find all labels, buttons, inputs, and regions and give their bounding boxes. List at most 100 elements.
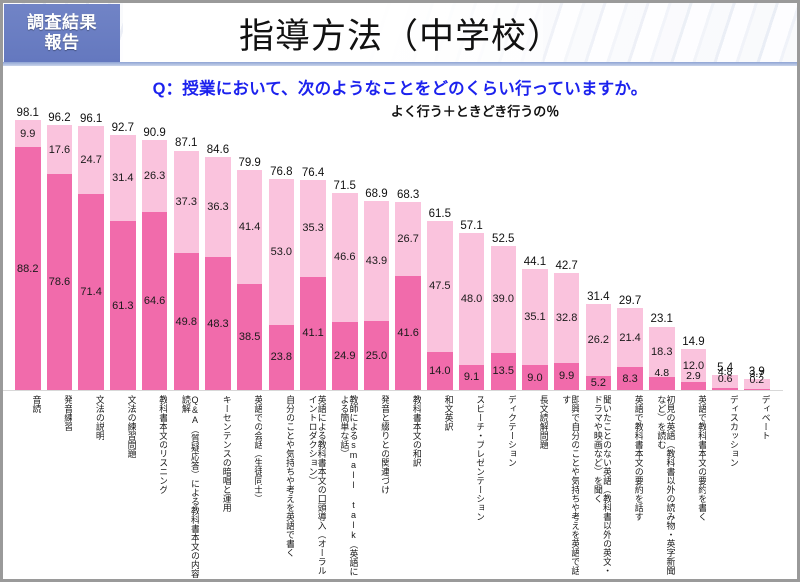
category-labels: 音読 発音練習 文法の説明 文法の練習問題 教科書本文のリスニング Q&A（質疑応答）によ… (11, 395, 791, 579)
bar-value-often: 41.6 (397, 326, 419, 339)
category-label: 自分のことや気持ちや考えを英語で書く (285, 395, 295, 557)
bar-column: 26.7 41.6 (395, 202, 421, 390)
bar-segment-sometimes: 18.3 (649, 326, 675, 377)
bar-column: 36.3 48.3 (205, 157, 231, 390)
bar-segment-sometimes: 32.8 (553, 272, 580, 363)
bar-value-sometimes: 31.4 (112, 172, 134, 185)
bar-segment-sometimes: 35.1 (522, 268, 548, 366)
bar-total-label: 68.3 (396, 189, 420, 202)
bar-segment-often: 4.8 (649, 367, 675, 390)
bar-value-often: 9.1 (463, 371, 480, 384)
category-label: 初見の英語（教科書以外の読み物・英字新聞など）を読む (656, 395, 675, 575)
bar-column: 41.4 38.5 (236, 170, 263, 390)
bar-value-often: 8.3 (622, 372, 638, 385)
bar-segment-sometimes: 53.0 (268, 178, 295, 325)
bar-value-sometimes: 46.6 (334, 251, 356, 264)
bar-value-sometimes: 32.8 (555, 311, 578, 324)
bar-column: 43.9 25.0 (363, 200, 390, 390)
bar-total-label: 31.4 (587, 290, 610, 303)
question-text: Q：授業において、次のようなことをどのくらい行っていますか。 (152, 80, 648, 98)
bar-column: 32.8 9.9 (553, 272, 580, 390)
bar-total-label: 23.1 (650, 313, 673, 326)
bar-segment-sometimes: 35.3 (300, 179, 326, 277)
bar-total-label: 87.1 (175, 137, 198, 150)
bar-value-often: 13.5 (492, 365, 514, 378)
bar-value-often: 64.6 (143, 295, 166, 308)
badge-line-1: 調査結果 (27, 12, 97, 32)
bar-total-label: 96.2 (48, 112, 71, 125)
bar-column: 9.9 88.2 (15, 120, 41, 390)
bar-total-label: 61.5 (428, 207, 452, 220)
bar-segment-sometimes: 31.4 (110, 135, 136, 222)
bar-segment-sometimes: 47.5 (427, 220, 453, 352)
bar-value-often: 0.6 (717, 373, 733, 386)
bar-segment-sometimes: 36.3 (205, 157, 231, 258)
bar-column: 26.3 64.6 (141, 140, 168, 390)
bar-total-label: 14.9 (682, 336, 705, 349)
category-label: Q&A（質疑応答）による教科書本文の内容読解 (180, 395, 199, 578)
bar-value-sometimes: 26.2 (587, 333, 610, 346)
category-label: キーセンテンスの暗唱と運用 (221, 395, 231, 512)
category-label: 文法の練習問題 (126, 395, 136, 458)
category-label: 教師によるsmall talk（英語による簡単な話） (339, 395, 358, 576)
bar-segment-often: 2.9 (680, 370, 707, 390)
category-label: 英語で教科書本文の要約を書く (697, 395, 707, 521)
bar-value-often: 71.4 (80, 285, 102, 298)
bar-column: 4.8 0.6 (712, 366, 738, 390)
bar-value-often: 9.0 (527, 371, 543, 384)
bar-value-sometimes: 4.8 (717, 365, 733, 378)
bar-total-label: 29.7 (618, 295, 642, 308)
bar-column: 37.3 49.8 (173, 150, 199, 390)
bar-segment-often: 24.9 (332, 321, 358, 390)
bar-value-often: 41.1 (302, 327, 324, 340)
bar-column: 53.0 23.8 (268, 178, 295, 390)
bar-column: 18.3 4.8 (649, 326, 675, 390)
category-label: 発音練習 (63, 395, 73, 431)
bar-column: 35.1 9.0 (522, 268, 548, 390)
bar-value-often: 25.0 (365, 349, 388, 362)
category-label: ディスカッション (728, 395, 738, 467)
bar-segment-often: 13.5 (490, 352, 516, 390)
category-label: 音読 (31, 395, 41, 413)
bar-total-label: 96.1 (79, 112, 103, 125)
bar-segment-often: 41.6 (395, 275, 421, 390)
bar-total-label: 79.9 (238, 157, 261, 170)
bar-value-often: 49.8 (175, 315, 197, 328)
bar-column: 31.4 61.3 (110, 135, 136, 390)
bar-total-label: 52.5 (492, 232, 515, 245)
bar-segment-often: 88.2 (15, 147, 41, 390)
page-title: 指導方法（中学校） (238, 16, 563, 56)
bar-column: 35.3 41.1 (300, 179, 326, 390)
bar-value-sometimes: 41.4 (238, 221, 261, 234)
bar-column: 17.6 78.6 (46, 125, 73, 390)
bar-value-often: 14.0 (429, 364, 451, 377)
bar-value-sometimes: 35.1 (524, 310, 546, 323)
bar-value-sometimes: 24.7 (80, 153, 102, 166)
bar-value-often: 88.2 (17, 262, 39, 275)
bar-segment-often: 14.0 (427, 351, 453, 390)
bar-segment-often: 49.8 (173, 253, 199, 390)
bar-segment-sometimes: 26.2 (585, 303, 612, 376)
bar-value-sometimes: 36.3 (207, 201, 229, 214)
category-label: ディベート (760, 395, 770, 440)
bar-segment-sometimes: 24.7 (78, 125, 104, 194)
bar-total-label: 90.9 (143, 127, 166, 140)
bar-segment-often: 5.2 (585, 375, 612, 390)
bar-value-sometimes: 35.3 (302, 222, 324, 235)
bar-value-often: 9.9 (558, 370, 575, 383)
category-label: スピーチ・プレゼンテーション (475, 395, 485, 521)
bar-value-often: 4.8 (654, 367, 670, 380)
bar-segment-sometimes: 46.6 (332, 193, 358, 322)
bar-segment-often: 38.5 (236, 284, 263, 390)
category-label: 発音と綴りとの関連づけ (380, 395, 390, 494)
category-label: 文法の説明 (94, 395, 104, 440)
chart-baseline (3, 390, 783, 391)
legend-note: よく行う＋ときどき行うの％ (390, 104, 560, 119)
bar-segment-sometimes: 17.6 (46, 125, 73, 174)
bar-value-sometimes: 3.7 (749, 368, 765, 381)
bar-value-sometimes: 26.7 (397, 232, 419, 245)
bar-value-often: 23.8 (270, 351, 293, 364)
bar-value-often: 38.5 (238, 331, 261, 344)
bar-value-sometimes: 43.9 (365, 254, 388, 267)
bar-segment-sometimes: 12.0 (680, 349, 707, 383)
